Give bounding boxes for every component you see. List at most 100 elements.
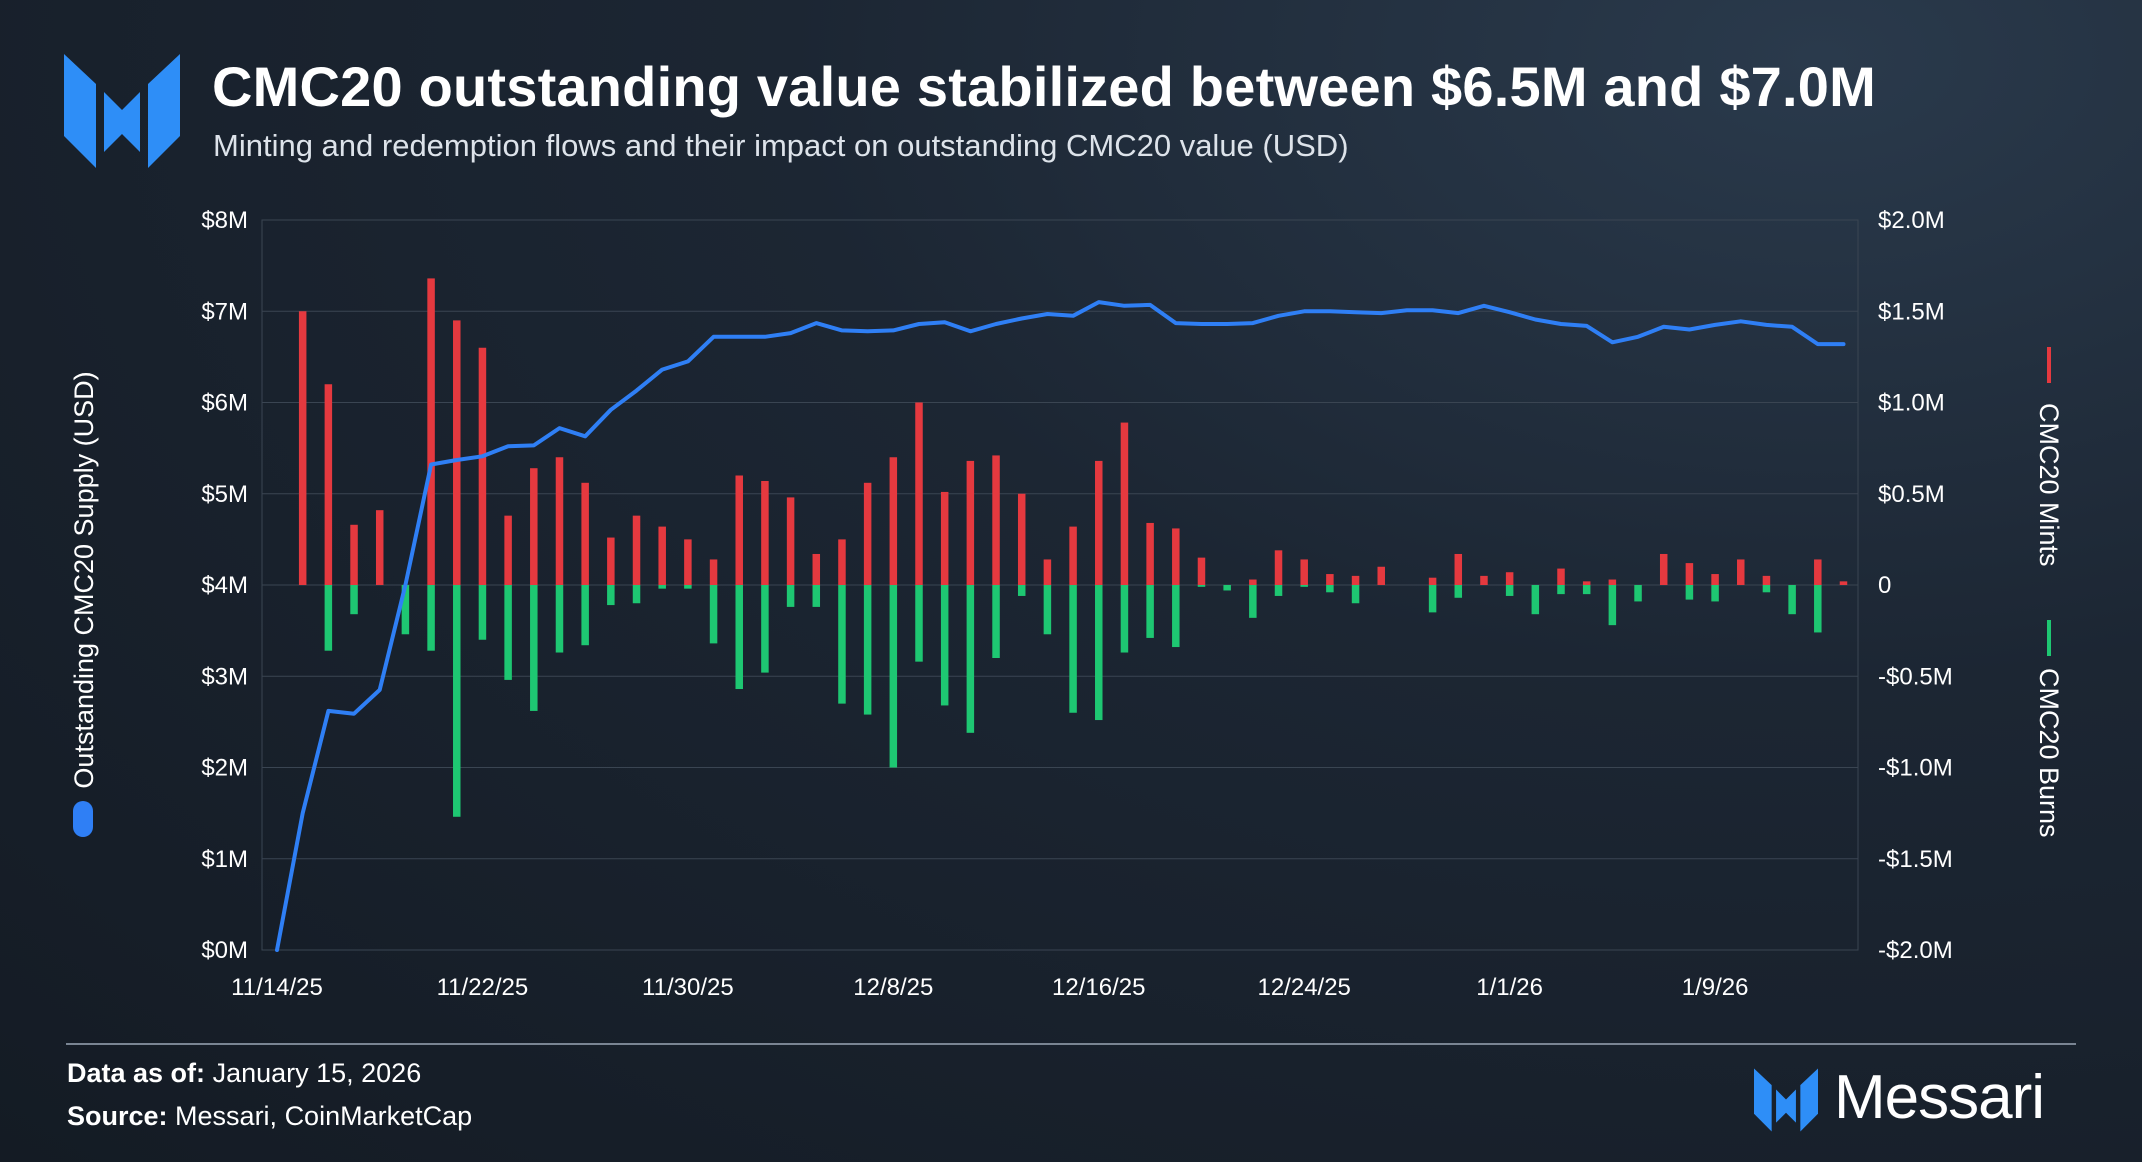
left-tick-label: $4M xyxy=(201,572,248,599)
burn-bar xyxy=(1095,585,1103,721)
left-tick-label: $2M xyxy=(201,755,248,782)
mint-bar xyxy=(1146,522,1154,585)
mint-bar xyxy=(1300,559,1308,585)
messari-brand-icon xyxy=(1754,1068,1818,1132)
left-tick-label: $5M xyxy=(201,481,248,508)
brand-name: Messari xyxy=(1834,1063,2045,1132)
burn-bar xyxy=(992,585,1000,658)
burn-bar xyxy=(1326,585,1334,593)
burns-legend-label: CMC20 Burns xyxy=(2034,668,2064,838)
mint-bar xyxy=(632,515,641,585)
mint-bar xyxy=(375,510,384,585)
burn-bar xyxy=(889,585,898,768)
mint-bar xyxy=(735,475,743,585)
mint-bar xyxy=(1557,568,1565,585)
burn-bar xyxy=(1300,585,1308,587)
supply-legend-swatch xyxy=(73,801,93,837)
right-tick-label: $1.5M xyxy=(1878,298,1945,325)
left-tick-label: $6M xyxy=(201,390,248,417)
source: Source: Messari, CoinMarketCap xyxy=(67,1101,472,1132)
burn-bar xyxy=(1274,585,1283,596)
burn-bar xyxy=(1223,585,1231,591)
burn-bar xyxy=(1197,585,1206,587)
flow-bars xyxy=(298,278,1848,817)
burn-bar xyxy=(863,585,872,715)
burn-bar xyxy=(1454,585,1463,598)
burn-bar xyxy=(1582,585,1591,595)
chart-title: CMC20 outstanding value stabilized betwe… xyxy=(212,55,1876,118)
burn-bar xyxy=(581,585,589,646)
right-axis-ticks: -$2.0M -$1.5M -$1.0M -$0.5M 0 $0.5M $1.0M $1.5M… xyxy=(1878,207,1953,964)
right-tick-label: -$0.5M xyxy=(1878,663,1953,690)
left-tick-label: $3M xyxy=(201,663,248,690)
burn-bar xyxy=(940,585,949,706)
burn-bar xyxy=(1711,585,1719,602)
left-tick-label: $7M xyxy=(201,298,248,325)
mint-bar xyxy=(1197,557,1206,585)
burn-bar xyxy=(1788,585,1796,615)
burn-bar xyxy=(1146,585,1154,638)
mint-bar xyxy=(1172,528,1180,585)
burn-bar xyxy=(1814,585,1822,633)
mint-bar xyxy=(298,311,307,585)
mint-bar xyxy=(1249,579,1257,585)
mint-bar xyxy=(992,455,1000,585)
mint-bar xyxy=(684,539,692,585)
supply-line-group xyxy=(275,300,1846,952)
mint-bar xyxy=(1351,575,1360,585)
burn-bar xyxy=(812,585,821,607)
mint-bar xyxy=(1685,563,1694,585)
mint-bar xyxy=(1582,581,1591,585)
footer-divider xyxy=(66,1043,2076,1045)
burn-bar xyxy=(838,585,846,704)
mint-bar xyxy=(1839,581,1848,585)
burn-bar xyxy=(1685,585,1694,600)
mint-bar xyxy=(555,457,564,585)
mint-bar xyxy=(350,524,358,585)
mint-bar xyxy=(324,384,333,585)
mint-bar xyxy=(607,537,615,585)
burn-bar xyxy=(1351,585,1360,604)
mint-bar xyxy=(530,468,538,585)
burn-bar xyxy=(761,585,769,673)
source-value: Messari, CoinMarketCap xyxy=(175,1101,473,1131)
mint-bar xyxy=(1017,493,1026,585)
burn-bar xyxy=(478,585,487,640)
burn-bar xyxy=(504,585,512,680)
mint-bar xyxy=(427,278,435,585)
right-tick-label: -$2.0M xyxy=(1878,937,1953,964)
burn-bar xyxy=(1249,585,1257,618)
mint-bar xyxy=(478,347,487,585)
right-tick-label: $1.0M xyxy=(1878,390,1945,417)
burn-bar xyxy=(1557,585,1565,595)
mint-bar xyxy=(1095,460,1103,585)
burn-bar xyxy=(915,585,923,662)
mint-bar xyxy=(1762,575,1771,585)
burn-bar xyxy=(1634,585,1642,602)
x-tick-label: 1/9/26 xyxy=(1682,974,1749,1001)
burn-bar xyxy=(401,585,410,635)
burn-bar xyxy=(735,585,743,690)
right-tick-label: $0.5M xyxy=(1878,481,1945,508)
burn-bar xyxy=(555,585,564,653)
burn-bar xyxy=(966,585,975,733)
burn-bar xyxy=(453,585,461,817)
mint-bar xyxy=(1326,574,1334,585)
burn-bar xyxy=(1762,585,1771,593)
burn-bar xyxy=(786,585,795,607)
burn-bar xyxy=(427,585,435,651)
burn-bar xyxy=(530,585,538,711)
right-tick-label: -$1.0M xyxy=(1878,755,1953,782)
axis-labels: Outstanding CMC20 Supply (USD) CMC20 Min… xyxy=(69,347,2064,838)
left-tick-label: $0M xyxy=(201,937,248,964)
mint-bar xyxy=(915,402,923,585)
mint-bar xyxy=(1454,553,1463,585)
mint-bar xyxy=(658,526,666,585)
burn-bar xyxy=(1120,585,1129,653)
mints-legend-label: CMC20 Mints xyxy=(2034,403,2064,567)
x-tick-label: 11/22/25 xyxy=(437,974,529,1001)
data-as-of: Data as of: January 15, 2026 xyxy=(67,1058,421,1089)
mint-bar xyxy=(863,482,872,585)
mint-bar xyxy=(1711,574,1719,585)
